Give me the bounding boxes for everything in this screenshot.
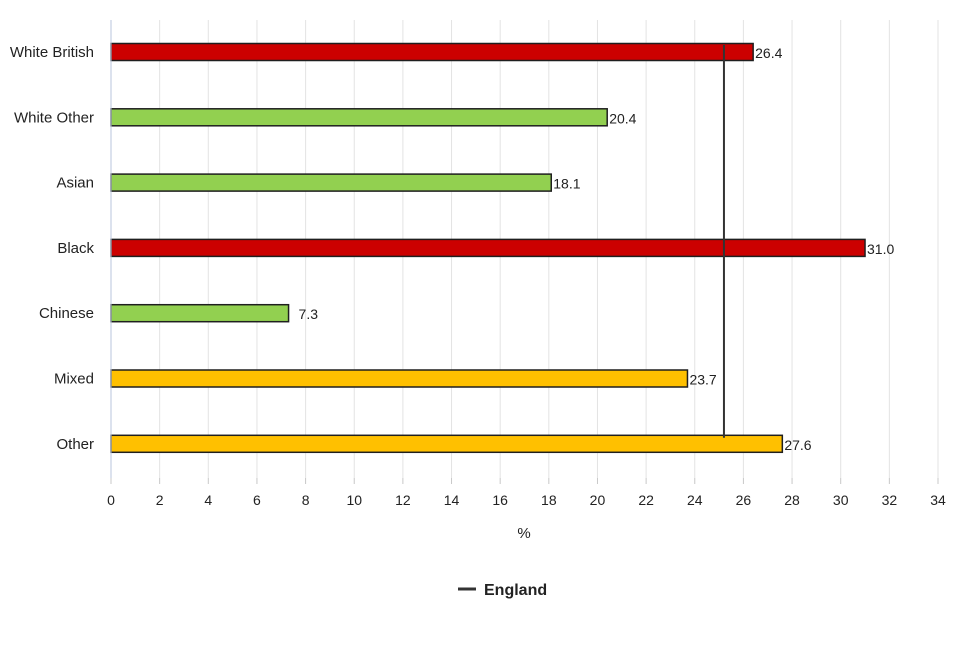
x-tick-label-16: 16 (492, 492, 508, 508)
x-tick-label-6: 6 (253, 492, 261, 508)
x-tick-label-2: 2 (156, 492, 164, 508)
bar-white-other[interactable] (110, 108, 608, 127)
x-tick-label-12: 12 (395, 492, 411, 508)
category-labels: White British White Other Asian Black Chines… (10, 44, 95, 453)
bar-other[interactable] (110, 434, 784, 454)
x-tick-label-32: 32 (882, 492, 898, 508)
x-tick-label-26: 26 (736, 492, 752, 508)
x-axis-ticks: 0 2 4 6 8 10 12 14 16 18 20 22 24 26 28 30 32 34 (107, 478, 946, 508)
x-tick-label-34: 34 (930, 492, 946, 508)
bar-mixed[interactable] (110, 369, 689, 388)
data-label-mixed: 23.7 (689, 372, 716, 388)
category-label-asian: Asian (56, 175, 94, 192)
bar-asian[interactable] (110, 173, 553, 192)
x-tick-label-10: 10 (346, 492, 362, 508)
data-label-other: 27.6 (784, 437, 811, 453)
data-label-asian: 18.1 (553, 176, 580, 192)
bar-white-british[interactable] (110, 42, 754, 62)
bar-black[interactable] (110, 238, 866, 258)
x-tick-label-18: 18 (541, 492, 557, 508)
legend-england-label: England (484, 582, 547, 599)
x-tick-label-4: 4 (204, 492, 212, 508)
bars: 26.4 20.4 18.1 31.0 7.3 23.7 27.6 (110, 42, 894, 454)
x-tick-label-22: 22 (638, 492, 654, 508)
data-label-white-other: 20.4 (609, 110, 636, 126)
category-label-white-british: White British (10, 44, 94, 61)
data-label-chinese: 7.3 (299, 306, 319, 322)
category-label-white-other: White Other (14, 109, 94, 126)
category-label-mixed: Mixed (54, 371, 94, 388)
category-label-other: Other (56, 436, 94, 453)
category-label-black: Black (57, 240, 94, 257)
x-tick-label-14: 14 (444, 492, 460, 508)
x-tick-label-28: 28 (784, 492, 800, 508)
x-tick-label-20: 20 (590, 492, 606, 508)
x-tick-label-0: 0 (107, 492, 115, 508)
legend[interactable]: England (458, 582, 547, 599)
x-tick-label-30: 30 (833, 492, 849, 508)
data-label-white-british: 26.4 (755, 45, 782, 61)
x-tick-label-8: 8 (302, 492, 310, 508)
x-axis-title: % (517, 525, 530, 542)
category-label-chinese: Chinese (39, 305, 94, 322)
x-tick-label-24: 24 (687, 492, 703, 508)
data-label-black: 31.0 (867, 241, 894, 257)
bar-chinese[interactable] (110, 303, 290, 323)
